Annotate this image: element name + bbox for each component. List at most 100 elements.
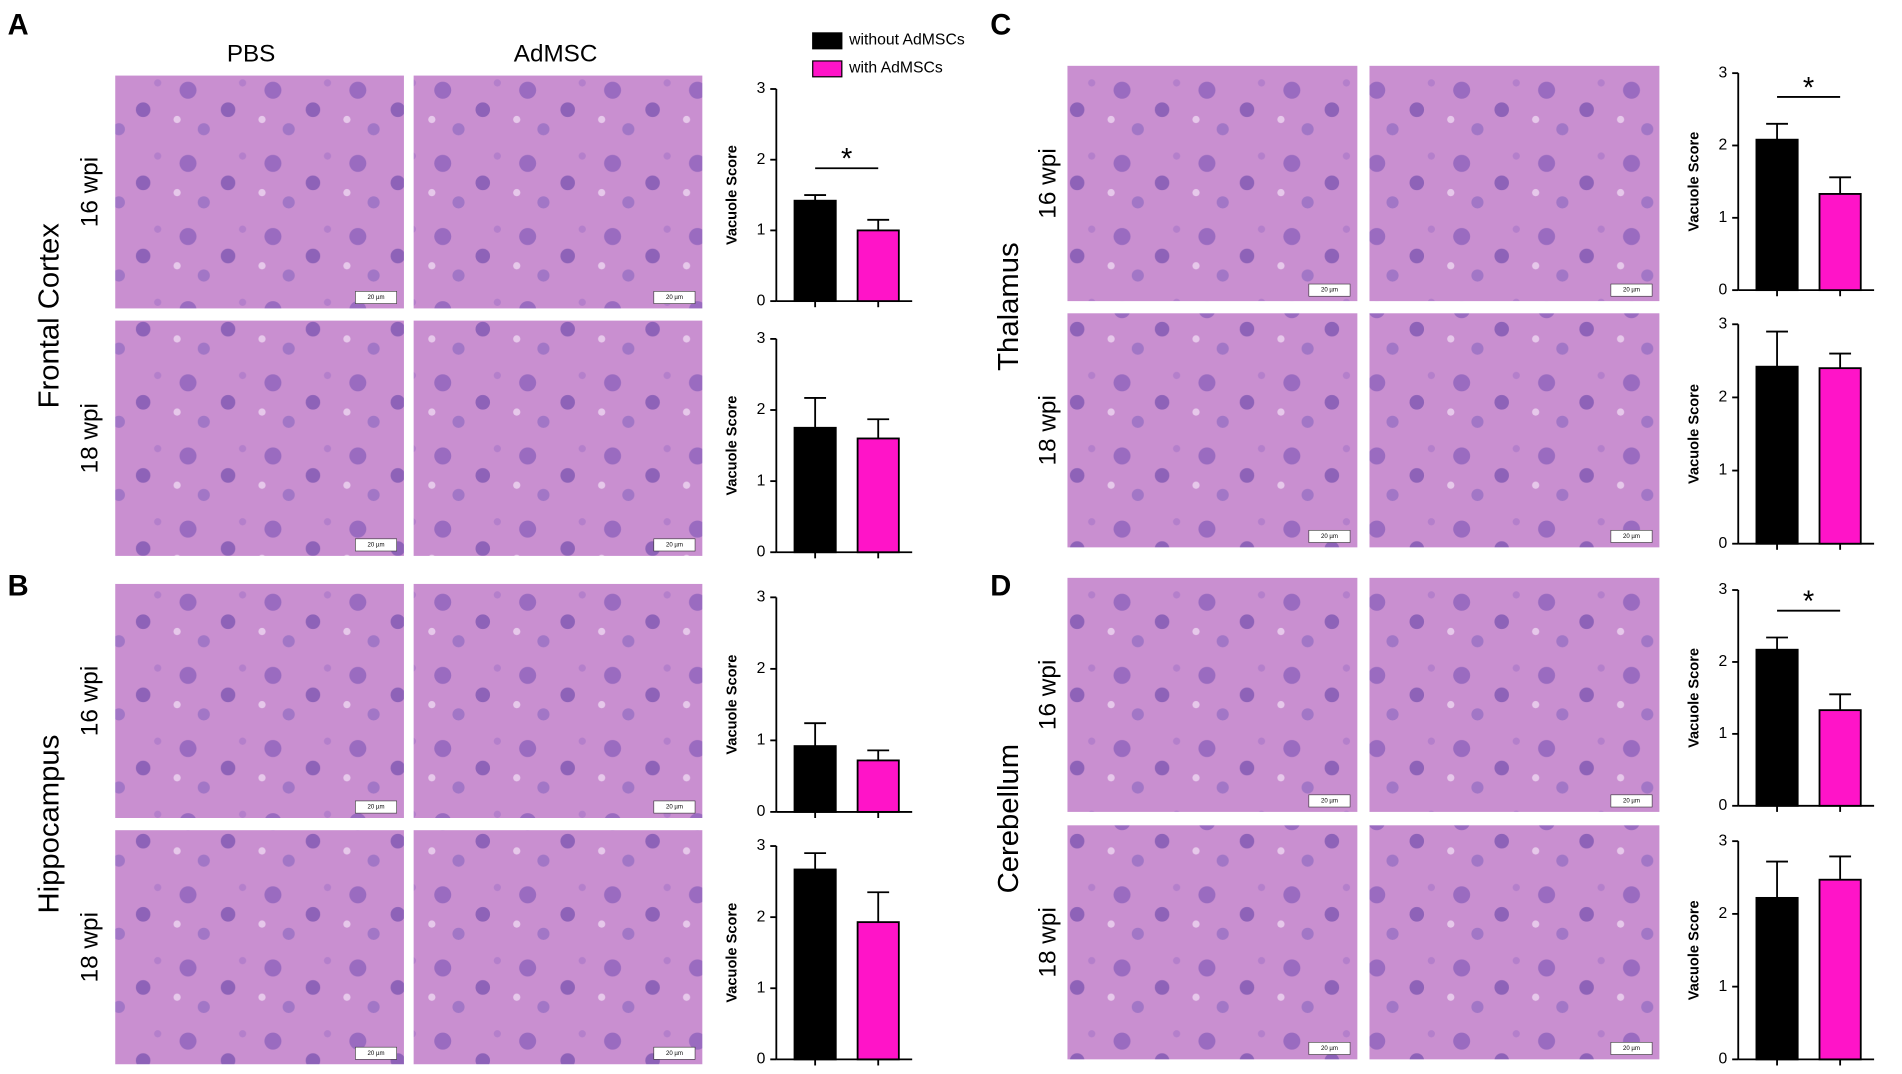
y-tick-label: 1 — [1719, 978, 1728, 995]
panel-letter: A — [8, 9, 29, 41]
y-tick-label: 2 — [757, 401, 766, 418]
row-label: 16 wpi — [1035, 148, 1062, 218]
scale-bar-box — [355, 538, 397, 552]
scale-bar-box — [1308, 1041, 1351, 1055]
bar — [1818, 709, 1862, 807]
scale-bar-label: 20 µm — [368, 542, 385, 549]
panel-letter: D — [990, 570, 1011, 602]
y-axis-label: Vacuole Score — [725, 655, 741, 755]
micrograph — [1369, 65, 1660, 302]
y-tick-label: 1 — [1719, 725, 1728, 742]
scale-bar-label: 20 µm — [1321, 798, 1338, 805]
scale-bar-box — [1308, 529, 1351, 543]
bar — [793, 426, 837, 554]
bar — [1755, 648, 1799, 807]
y-axis-label: Vacuole Score — [1686, 648, 1702, 748]
micrograph — [1067, 577, 1358, 812]
row-label: 18 wpi — [1035, 395, 1062, 465]
scale-bar-label: 20 µm — [1623, 1045, 1640, 1052]
bar — [1755, 365, 1799, 545]
significance-label: * — [1803, 72, 1814, 104]
significance-label: * — [841, 144, 852, 176]
y-tick-label: 3 — [757, 330, 766, 347]
micrograph — [413, 583, 703, 818]
scale-bar-box — [1610, 1041, 1653, 1055]
y-tick-label: 0 — [1719, 797, 1728, 814]
legend-label: without AdMSCs — [848, 31, 965, 48]
panel-letter: B — [8, 570, 29, 602]
y-tick-label: 3 — [1719, 581, 1728, 598]
scale-bar-label: 20 µm — [666, 1050, 683, 1057]
y-tick-label: 1 — [757, 732, 766, 749]
legend-swatch — [812, 60, 843, 78]
scale-bar-label: 20 µm — [1623, 533, 1640, 540]
bar — [1818, 878, 1862, 1061]
micrograph — [1369, 577, 1660, 812]
y-axis-label: Vacuole Score — [1686, 384, 1702, 484]
micrograph — [413, 830, 703, 1065]
y-axis-label: Vacuole Score — [725, 145, 741, 245]
micrograph — [115, 830, 404, 1065]
y-axis-label: Vacuole Score — [725, 903, 741, 1003]
bar — [793, 745, 837, 813]
scale-bar-box — [355, 1046, 397, 1060]
y-tick-label: 1 — [757, 979, 766, 996]
y-tick-label: 0 — [757, 543, 766, 560]
bar — [1818, 193, 1862, 292]
bar — [793, 199, 837, 303]
micrograph — [115, 75, 404, 309]
scale-bar-label: 20 µm — [1623, 287, 1640, 294]
bar — [856, 229, 900, 303]
scale-bar-box — [653, 538, 696, 552]
bar — [1755, 896, 1799, 1061]
y-tick-label: 2 — [1719, 905, 1728, 922]
y-tick-label: 2 — [757, 660, 766, 677]
scale-bar-label: 20 µm — [1321, 1045, 1338, 1052]
column-label: AdMSC — [514, 40, 598, 67]
scale-bar-box — [653, 291, 696, 304]
bar — [856, 921, 900, 1061]
scale-bar-box — [1308, 794, 1351, 808]
y-tick-label: 2 — [1719, 137, 1728, 154]
y-tick-label: 1 — [757, 472, 766, 489]
legend-label: with AdMSCs — [848, 59, 943, 76]
scale-bar-box — [1308, 283, 1351, 297]
scale-bar-box — [1610, 283, 1653, 297]
micrograph — [413, 320, 703, 556]
scale-bar-label: 20 µm — [368, 294, 385, 301]
y-tick-label: 3 — [757, 80, 766, 97]
y-tick-label: 1 — [1719, 209, 1728, 226]
bar — [856, 759, 900, 813]
row-label: 18 wpi — [1035, 907, 1062, 977]
y-tick-label: 0 — [757, 803, 766, 820]
scale-bar-box — [355, 291, 397, 304]
y-tick-label: 0 — [1719, 1051, 1728, 1068]
row-label: 18 wpi — [76, 912, 103, 982]
y-tick-label: 2 — [1719, 389, 1728, 406]
row-label: 16 wpi — [1035, 660, 1062, 730]
panel-letter: C — [990, 9, 1011, 41]
scale-bar-label: 20 µm — [368, 804, 385, 811]
row-label: 18 wpi — [76, 403, 103, 473]
scale-bar-box — [653, 1046, 696, 1060]
y-tick-label: 3 — [757, 837, 766, 854]
scale-bar-label: 20 µm — [368, 1050, 385, 1057]
y-axis-label: Vacuole Score — [725, 396, 741, 496]
y-tick-label: 2 — [757, 908, 766, 925]
scale-bar-label: 20 µm — [666, 804, 683, 811]
region-label: Hippocampus — [34, 735, 66, 914]
region-label: Thalamus — [993, 242, 1025, 370]
y-tick-label: 3 — [757, 588, 766, 605]
row-label: 16 wpi — [76, 157, 103, 227]
significance-label: * — [1803, 586, 1814, 618]
scale-bar-box — [1610, 529, 1653, 543]
scale-bar-label: 20 µm — [1623, 798, 1640, 805]
micrograph — [1067, 65, 1358, 302]
y-axis-label: Vacuole Score — [1686, 900, 1702, 1000]
scale-bar-box — [653, 800, 696, 814]
y-tick-label: 1 — [1719, 462, 1728, 479]
scale-bar-box — [355, 800, 397, 814]
micrograph — [115, 320, 404, 556]
micrograph — [1369, 313, 1660, 548]
